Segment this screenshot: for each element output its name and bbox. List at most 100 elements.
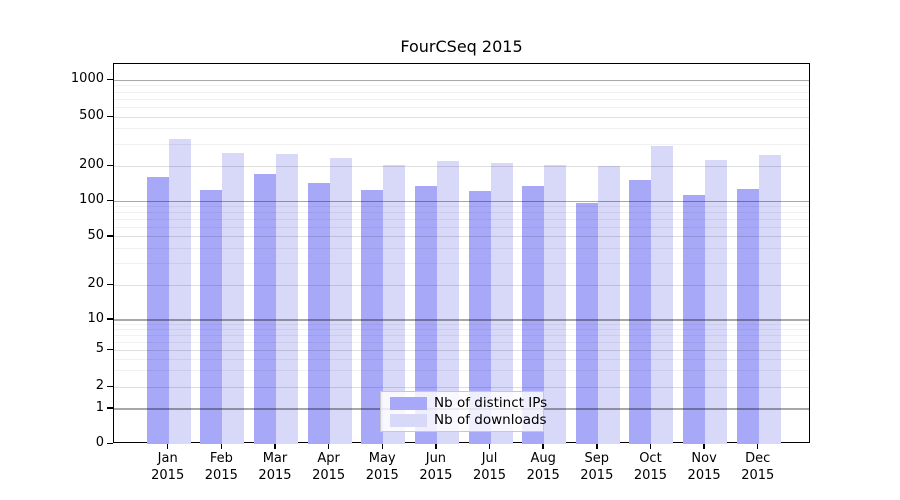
x-tick-label-jun: Jun 2015 (419, 451, 453, 483)
y-tick-label-2: 2 (95, 378, 104, 393)
y-tick-label-50: 50 (87, 227, 104, 243)
x-tick-label-apr: Apr 2015 (312, 451, 346, 483)
bars-layer (114, 64, 809, 444)
gridline-700 (114, 98, 809, 100)
y-tick-mark-2 (107, 385, 113, 387)
bar-jan-distinct-ips (146, 177, 169, 444)
bar-jul-downloads (490, 162, 513, 444)
x-tick-mark-jun (435, 444, 437, 449)
bar-jul-distinct-ips (468, 190, 491, 444)
x-tick-label-dec: Dec 2015 (741, 451, 775, 483)
x-tick-mark-dec (756, 444, 759, 449)
gridline-50 (114, 236, 809, 238)
y-tick-mark-0 (107, 442, 113, 444)
bar-apr-downloads (329, 157, 352, 444)
y-tick-label-20: 20 (87, 276, 104, 292)
x-tick-mark-jan (166, 444, 169, 449)
legend-swatch-downloads (390, 413, 427, 427)
bar-feb-distinct-ips (200, 190, 223, 444)
y-tick-label-10: 10 (87, 310, 104, 326)
x-tick-mark-jul (488, 444, 491, 449)
x-tick-label-sep: Sep 2015 (580, 451, 614, 483)
bar-aug-distinct-ips (522, 185, 545, 444)
gridline-10 (114, 319, 809, 321)
y-tick-mark-100 (107, 199, 113, 202)
gridline-200 (114, 165, 809, 167)
x-tick-mark-aug (542, 444, 544, 449)
y-tick-label-1: 1 (95, 399, 104, 415)
gridline-1000 (114, 79, 809, 82)
bar-mar-distinct-ips (253, 173, 276, 444)
gridline-9 (114, 323, 809, 325)
x-tick-mark-oct (649, 444, 652, 449)
x-tick-mark-may (381, 444, 383, 449)
legend-row-distinct-ips: Nb of distinct IPs (381, 395, 547, 411)
gridline-400 (114, 128, 809, 130)
gridline-80 (114, 212, 809, 214)
bar-nov-distinct-ips (683, 195, 706, 444)
gridline-800 (114, 91, 809, 93)
gridline-5 (114, 349, 809, 351)
gridline-7 (114, 334, 809, 336)
bar-dec-distinct-ips (736, 189, 759, 444)
grid-layer (114, 64, 809, 442)
gridline-500 (114, 116, 809, 118)
y-tick-label-1000: 1000 (70, 71, 104, 87)
gridline-8 (114, 328, 809, 330)
x-tick-label-jan: Jan 2015 (151, 451, 185, 483)
bar-may-distinct-ips (361, 189, 384, 444)
x-tick-label-may: May 2015 (365, 451, 399, 483)
y-tick-mark-10 (107, 318, 113, 320)
bar-may-downloads (383, 164, 406, 444)
gridline-6 (114, 341, 809, 343)
y-tick-label-500: 500 (79, 108, 104, 123)
legend: Nb of distinct IPs Nb of downloads (380, 391, 547, 432)
gridline-4 (114, 358, 809, 360)
y-tick-mark-500 (107, 115, 113, 117)
x-tick-label-aug: Aug 2015 (526, 451, 560, 483)
bar-jun-downloads (436, 161, 459, 444)
bar-aug-downloads (544, 164, 567, 444)
gridline-20 (114, 284, 809, 286)
legend-label-downloads: Nb of downloads (434, 412, 547, 428)
x-tick-mark-feb (220, 444, 223, 449)
gridline-70 (114, 219, 809, 221)
bar-dec-downloads (758, 154, 781, 444)
legend-swatch-distinct-ips (390, 396, 427, 410)
gridline-40 (114, 248, 809, 250)
gridline-3 (114, 370, 809, 372)
y-tick-mark-200 (107, 164, 113, 166)
chart-title: FourCSeq 2015 (400, 37, 523, 56)
bar-oct-distinct-ips (629, 179, 652, 444)
bar-feb-downloads (222, 152, 245, 444)
y-tick-label-100: 100 (79, 192, 104, 208)
bar-oct-downloads (651, 145, 674, 444)
gridline-60 (114, 226, 809, 228)
y-tick-label-5: 5 (95, 341, 104, 356)
bar-nov-downloads (705, 160, 728, 444)
y-tick-label-200: 200 (79, 157, 104, 172)
bar-apr-distinct-ips (307, 182, 330, 444)
plot-area (113, 63, 810, 444)
bar-jun-distinct-ips (414, 186, 437, 444)
x-tick-label-jul: Jul 2015 (472, 451, 507, 483)
gridline-300 (114, 143, 809, 145)
y-tick-mark-20 (107, 283, 113, 286)
bar-mar-downloads (275, 153, 298, 444)
gridline-900 (114, 85, 809, 87)
legend-label-distinct-ips: Nb of distinct IPs (434, 395, 548, 411)
gridline-30 (114, 263, 809, 265)
x-tick-label-nov: Nov 2015 (687, 451, 721, 483)
legend-row-downloads: Nb of downloads (381, 412, 547, 428)
gridline-600 (114, 106, 809, 108)
x-tick-label-oct: Oct 2015 (633, 451, 667, 483)
gridline-2 (114, 386, 809, 388)
x-tick-mark-sep (596, 444, 598, 449)
y-tick-label-0: 0 (95, 435, 104, 450)
y-tick-mark-5 (107, 348, 113, 350)
bar-sep-distinct-ips (575, 203, 598, 444)
bar-sep-downloads (597, 166, 620, 444)
x-tick-label-mar: Mar 2015 (258, 451, 292, 483)
y-tick-mark-1000 (107, 78, 113, 81)
